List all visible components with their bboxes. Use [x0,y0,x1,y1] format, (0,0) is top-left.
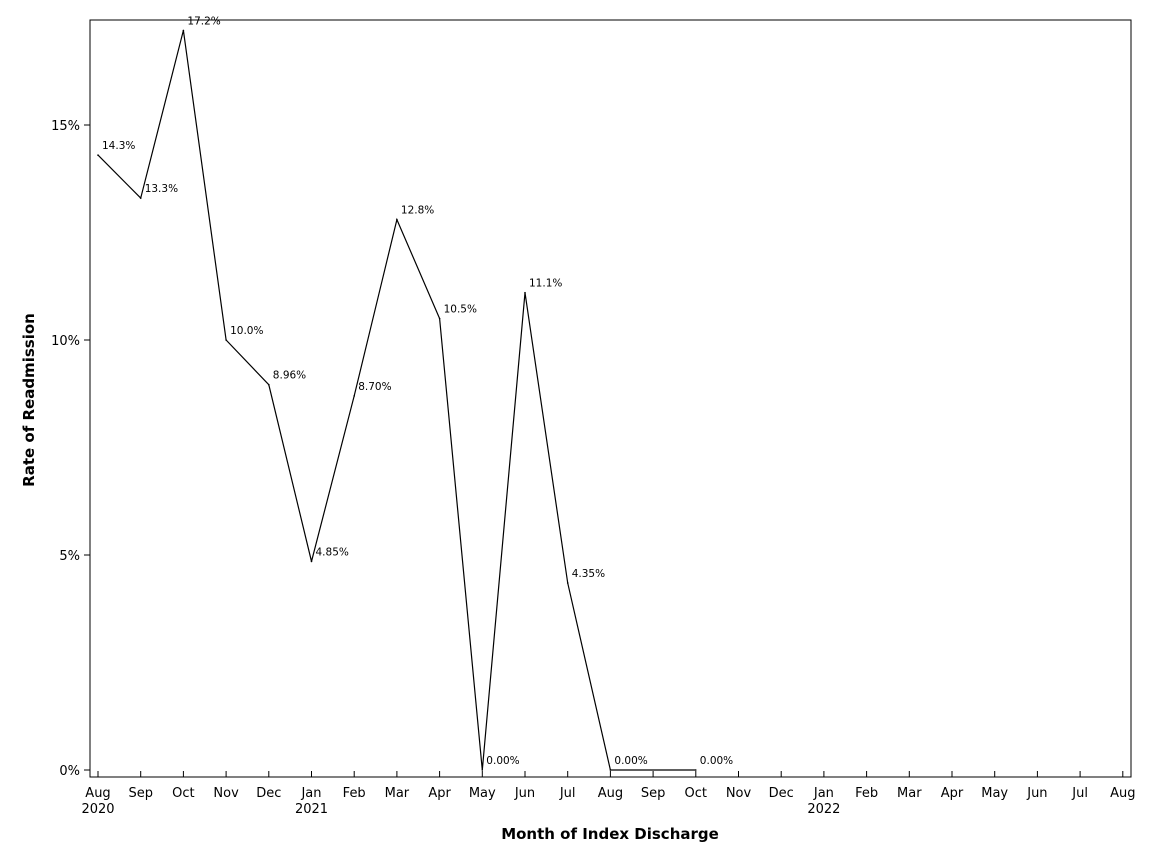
data-label: 8.96% [273,370,306,382]
x-tick-label: Apr [941,786,964,801]
x-tick-label: Aug [85,786,110,801]
data-point [438,317,441,320]
data-label: 11.1% [529,278,562,290]
data-point [182,29,185,32]
data-point [97,154,99,156]
data-point [524,291,526,294]
series-line [97,29,697,771]
x-tick-year-label: 2022 [807,802,840,817]
x-tick-year-label: 2021 [295,802,328,817]
x-tick-label: Nov [213,786,239,801]
data-label: 4.35% [572,568,605,580]
data-label: 4.85% [316,546,349,558]
x-tick-label: May [981,786,1008,801]
x-tick-label: Mar [385,786,410,801]
x-tick-label: Aug [598,786,623,801]
data-point [225,339,227,341]
y-tick-label: 5% [59,549,80,564]
y-axis: 0% 5% 10% 15% [51,119,90,779]
data-point [695,769,697,771]
x-tick-label: Jul [1071,786,1088,801]
plot-frame [89,19,1132,778]
x-tick-label: Jan [300,786,321,801]
data-label: 8.70% [358,381,391,393]
data-point [609,769,612,771]
x-tick-label: Jul [559,786,576,801]
data-label: 13.3% [145,183,178,195]
data-point [268,383,270,386]
x-axis-title: Month of Index Discharge [501,825,719,843]
data-point [396,218,398,221]
data-point [139,197,142,199]
data-label: 14.3% [102,140,135,152]
x-tick-label: Feb [855,786,878,801]
x-tick-label: Jun [514,786,535,801]
data-label: 0.00% [614,755,647,767]
x-tick-label: May [469,786,496,801]
x-tick-label: Dec [769,786,794,801]
x-tick-label: Aug [1110,786,1135,801]
x-tick-label: Mar [897,786,922,801]
y-tick-label: 0% [59,764,80,779]
x-tick-year-label: 2020 [81,802,114,817]
data-point [310,560,313,563]
y-tick-label: 10% [51,334,80,349]
data-labels: 14.3% 13.3% 17.2% 10.0% 8.96% 4.85% 8.70% 12.8%… [102,15,733,767]
y-tick-label: 15% [51,119,80,134]
x-tick-label: Apr [428,786,451,801]
data-label: 17.2% [187,15,220,27]
x-tick-label: Feb [343,786,366,801]
data-label: 0.00% [700,755,733,767]
data-label: 10.5% [444,304,477,316]
x-tick-label: Oct [172,786,194,801]
data-point [353,395,356,397]
x-tick-label: Jun [1026,786,1047,801]
x-tick-label: Sep [128,786,153,801]
x-tick-label: Nov [726,786,752,801]
y-axis-title: Rate of Readmission [20,313,38,487]
data-point [566,582,569,584]
x-tick-label: Oct [685,786,707,801]
x-tick-label: Dec [256,786,281,801]
x-tick-label: Jan [813,786,834,801]
data-point [481,769,484,771]
data-label: 10.0% [230,325,263,337]
data-label: 12.8% [401,205,434,217]
data-label: 0.00% [486,755,519,767]
series-path [97,30,696,771]
x-tick-label: Sep [641,786,666,801]
